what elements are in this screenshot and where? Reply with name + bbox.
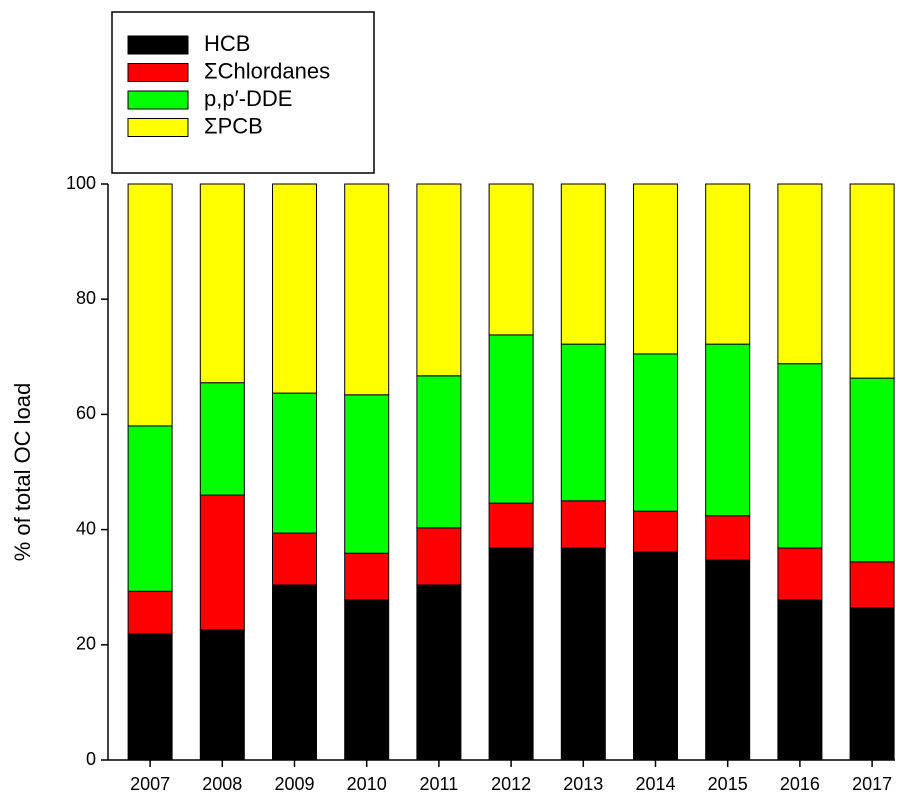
x-tick-label: 2009 — [274, 774, 314, 794]
x-tick-label: 2013 — [563, 774, 603, 794]
bar-segment — [416, 183, 462, 377]
bar-segment — [199, 382, 245, 496]
y-axis-label: % of total OC load — [10, 383, 35, 562]
bar-segment — [560, 343, 606, 502]
bar-segment — [633, 183, 678, 355]
bar-segment — [127, 183, 173, 427]
bar-segment — [344, 552, 390, 601]
bar-segment — [560, 547, 606, 761]
x-tick-label: 2011 — [420, 774, 459, 794]
y-tick-label: 20 — [76, 634, 96, 654]
bar-segment — [777, 547, 823, 601]
bar-segment — [705, 343, 751, 517]
y-tick-label: 60 — [76, 403, 96, 423]
bar-segment — [488, 547, 534, 761]
bar-segment — [488, 183, 534, 336]
x-tick-label: 2017 — [852, 774, 892, 794]
bar-segment — [849, 561, 895, 609]
legend-swatch — [127, 63, 189, 82]
bar-segment — [560, 500, 606, 549]
legend-swatch — [127, 90, 189, 110]
bar-segment — [127, 590, 173, 635]
x-tick-label: 2016 — [780, 774, 820, 794]
bar-segment — [272, 183, 317, 394]
bar-segment — [344, 599, 390, 761]
bar-segment — [560, 183, 606, 345]
y-tick-label: 100 — [66, 173, 96, 193]
bar-segment — [777, 183, 823, 365]
bar-segment — [272, 584, 317, 761]
y-tick-label: 80 — [76, 288, 96, 308]
bar-segment — [272, 532, 317, 586]
legend-swatch — [127, 35, 189, 55]
bar-segment — [633, 353, 678, 512]
bar-segment — [127, 633, 173, 761]
bar-segment — [849, 183, 895, 379]
x-tick-label: 2008 — [202, 774, 242, 794]
bar-segment — [705, 183, 751, 345]
bar-segment — [344, 183, 390, 396]
bar-segment — [199, 183, 245, 384]
x-tick-label: 2012 — [491, 774, 531, 794]
legend-label: ΣPCB — [204, 113, 263, 138]
bar-segment — [777, 363, 823, 549]
y-tick-label: 0 — [86, 749, 96, 769]
bar-segment — [633, 551, 678, 761]
bar-segment — [272, 392, 317, 534]
bar-segment — [777, 599, 823, 761]
bar-segment — [488, 334, 534, 504]
bar-segment — [199, 629, 245, 761]
legend-label: ΣChlordanes — [204, 58, 330, 83]
x-tick-label: 2010 — [347, 774, 387, 794]
bar-segment — [849, 607, 895, 761]
bar-segment — [416, 584, 462, 761]
x-tick-label: 2007 — [130, 774, 170, 794]
x-tick-label: 2014 — [635, 774, 675, 794]
bar-segment — [633, 510, 678, 553]
bar-segment — [416, 527, 462, 586]
legend-swatch — [127, 118, 189, 137]
bar-segment — [127, 425, 173, 592]
bar-segment — [416, 375, 462, 529]
bar-segment — [705, 559, 751, 761]
legend-label: p,p′-DDE — [204, 86, 292, 111]
bar-segment — [199, 494, 245, 631]
legend-label: HCB — [204, 31, 250, 56]
bar-segment — [488, 502, 534, 549]
bar-segment — [705, 515, 751, 561]
y-tick-label: 40 — [76, 518, 96, 538]
bar-segment — [344, 394, 390, 554]
bar-segment — [849, 377, 895, 563]
x-tick-label: 2015 — [708, 774, 748, 794]
